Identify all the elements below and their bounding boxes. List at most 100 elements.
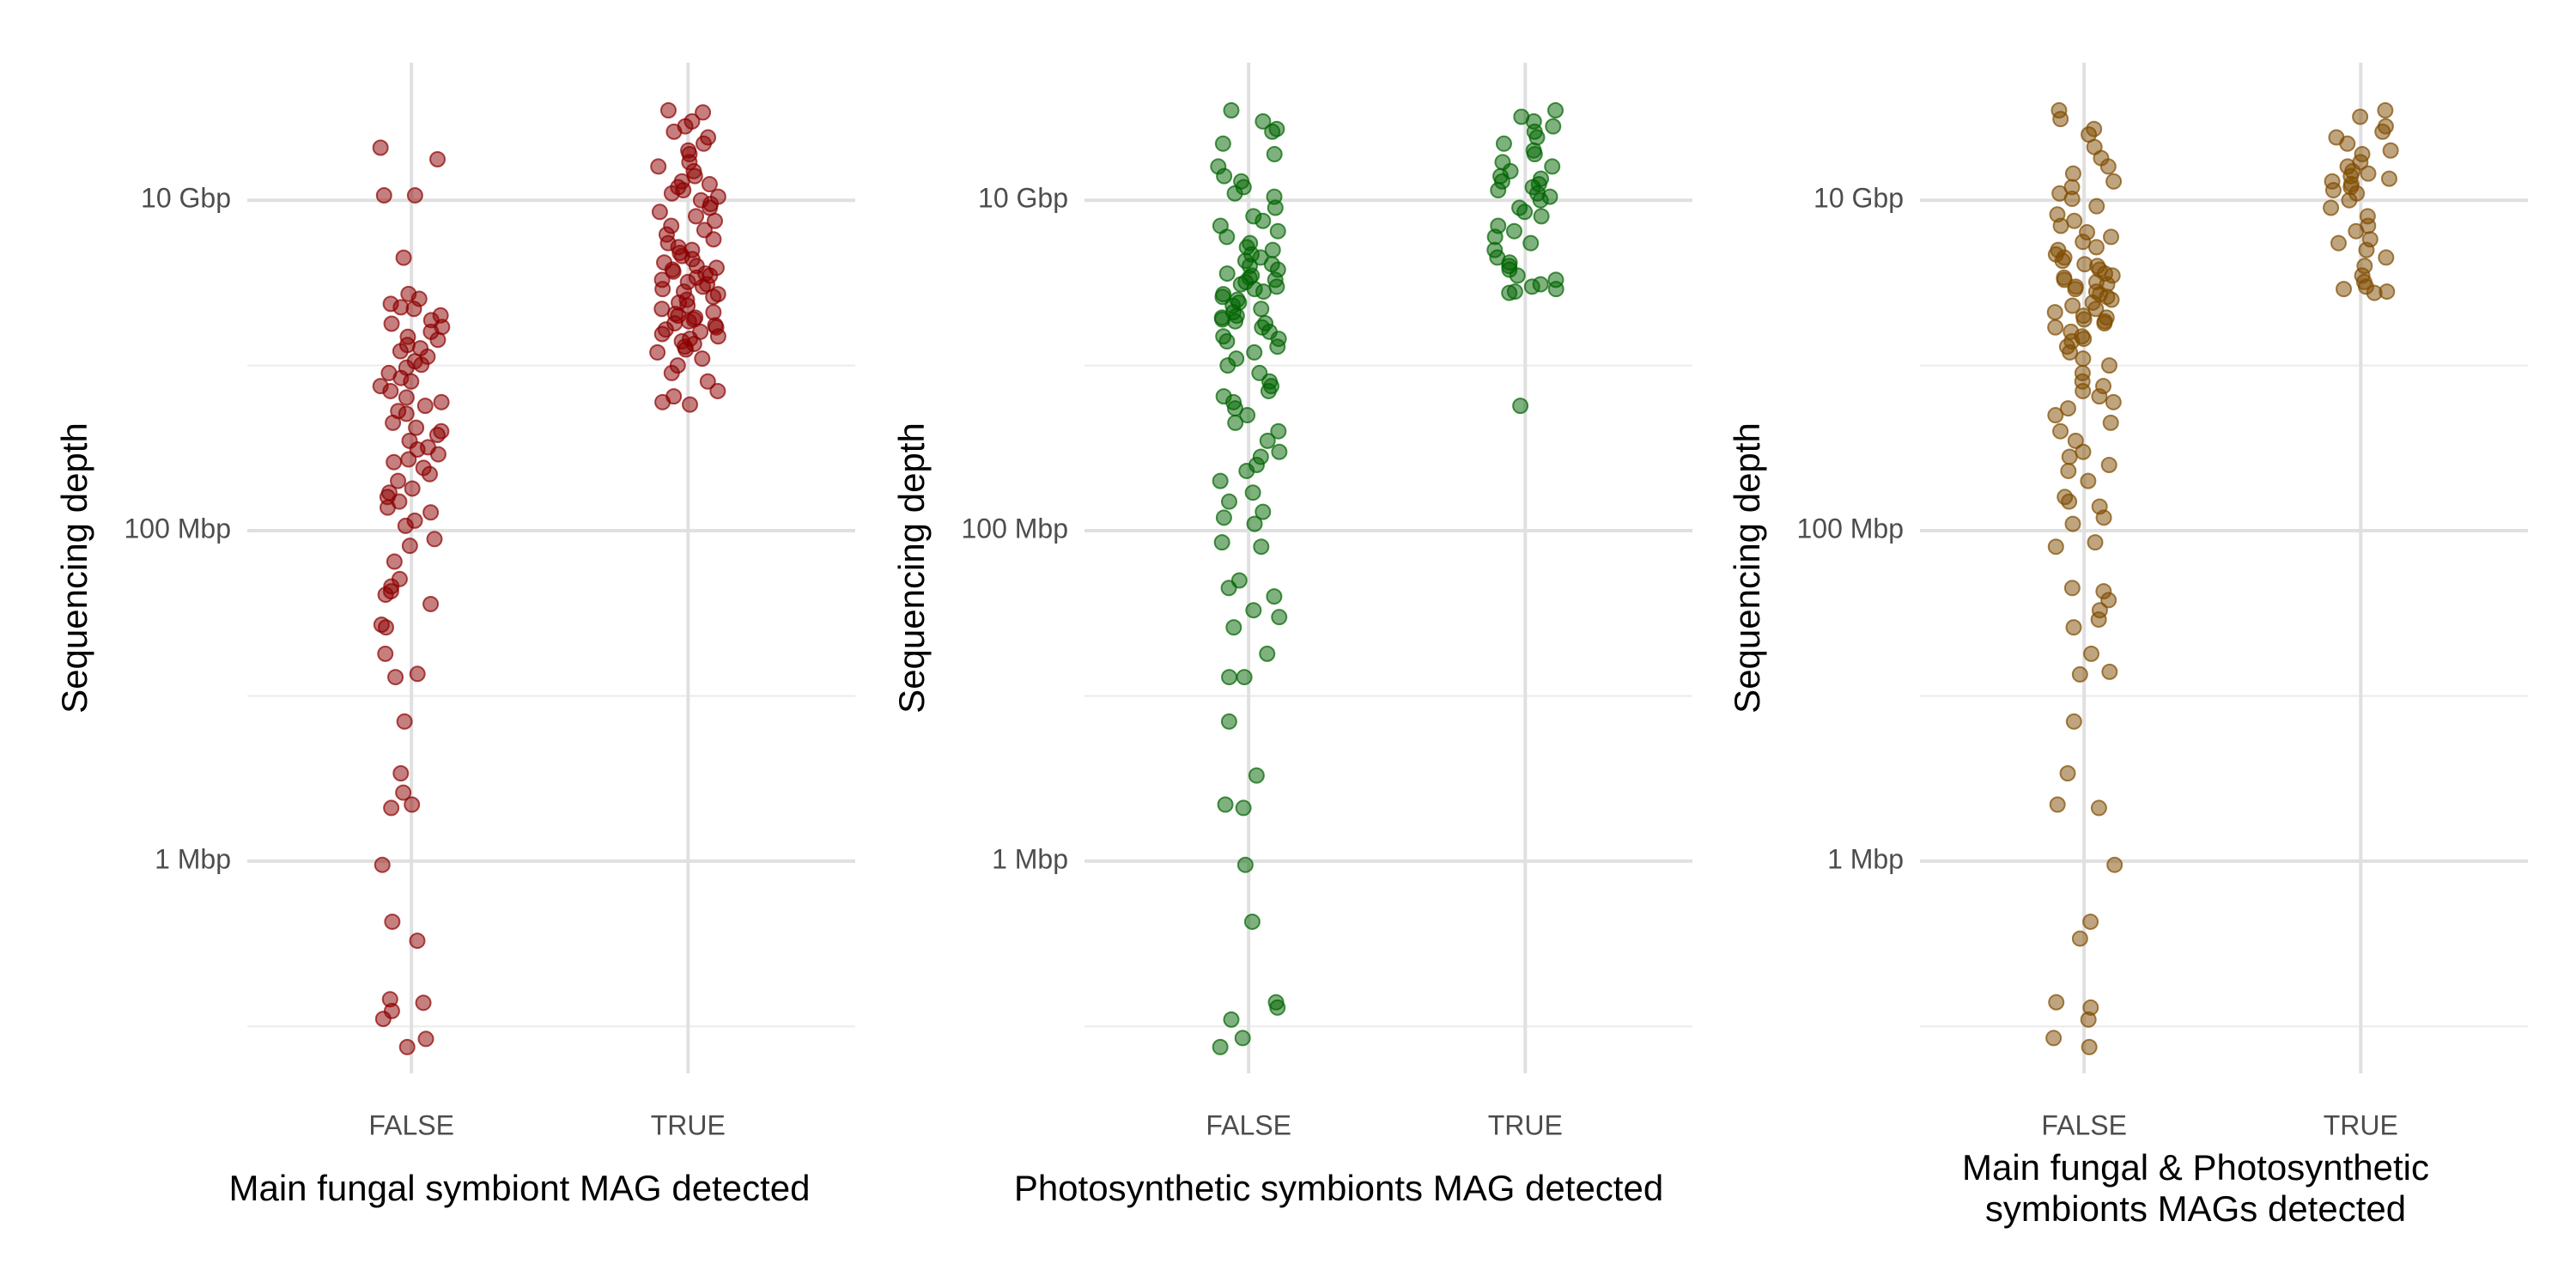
point: [1266, 588, 1283, 605]
point: [1214, 135, 1231, 152]
point: [384, 913, 401, 930]
x-axis-title: symbionts MAGs detected: [1985, 1188, 2406, 1229]
point: [2100, 592, 2117, 609]
point: [1271, 443, 1288, 460]
point: [1215, 509, 1232, 526]
point: [417, 1030, 434, 1048]
point: [1212, 1038, 1229, 1055]
point: [2075, 443, 2092, 460]
point: [422, 504, 440, 521]
point: [398, 1038, 416, 1055]
point: [1221, 669, 1238, 686]
point: [383, 315, 400, 332]
y-tick-label: 100 Mbp: [124, 513, 231, 544]
point: [1544, 158, 1561, 175]
point: [2100, 456, 2117, 473]
point: [1220, 713, 1237, 730]
point: [2065, 713, 2082, 730]
point: [2377, 102, 2394, 119]
point: [1219, 357, 1236, 374]
point: [1216, 167, 1233, 185]
point: [1234, 1030, 1251, 1047]
point: [2052, 422, 2069, 440]
point: [2047, 319, 2064, 336]
point: [2090, 611, 2107, 629]
point: [1490, 182, 1507, 199]
point: [2064, 165, 2081, 182]
point: [2075, 311, 2093, 328]
point: [1220, 580, 1237, 597]
x-tick-label: TRUE: [1488, 1109, 1563, 1140]
y-tick-label: 10 Gbp: [1814, 183, 1904, 214]
y-axis-title: Sequencing depth: [54, 422, 94, 714]
point: [654, 281, 671, 298]
point: [654, 393, 671, 410]
point: [2101, 663, 2118, 680]
point: [2323, 199, 2340, 216]
point: [1259, 645, 1276, 662]
point: [2047, 407, 2064, 424]
point: [663, 364, 680, 381]
point: [2360, 165, 2377, 182]
point: [386, 453, 403, 471]
point: [2083, 645, 2100, 662]
point: [1501, 284, 1518, 301]
point: [2064, 297, 2081, 314]
point: [2324, 182, 2342, 199]
point: [2087, 301, 2105, 318]
point: [1516, 204, 1534, 221]
point: [1223, 102, 1240, 119]
point: [1495, 135, 1512, 152]
point: [653, 325, 671, 343]
point: [2061, 448, 2078, 465]
point: [659, 102, 677, 119]
point: [2046, 304, 2063, 321]
point: [2048, 993, 2065, 1011]
y-tick-label: 10 Gbp: [978, 183, 1068, 214]
point: [2075, 382, 2092, 399]
point: [1269, 999, 1286, 1016]
point: [2358, 241, 2375, 258]
point: [1532, 191, 1549, 209]
point: [2103, 228, 2120, 246]
point: [1253, 538, 1270, 556]
point: [1218, 228, 1236, 246]
point: [1533, 208, 1550, 225]
point: [2348, 222, 2365, 240]
point: [2339, 135, 2356, 152]
point: [1243, 913, 1261, 930]
point: [1526, 146, 1543, 163]
point: [2087, 239, 2105, 256]
point: [2090, 799, 2107, 817]
point: [1212, 472, 1229, 489]
point: [409, 665, 426, 683]
point: [1547, 281, 1564, 298]
point: [2099, 158, 2117, 175]
point: [1236, 856, 1254, 873]
point: [1267, 199, 1284, 216]
point: [385, 414, 402, 431]
point: [694, 278, 711, 295]
point: [2336, 281, 2353, 298]
point: [1255, 112, 1272, 130]
point: [377, 645, 394, 662]
point: [650, 158, 667, 175]
point: [1220, 493, 1237, 510]
point: [2087, 534, 2104, 551]
point: [1266, 146, 1283, 163]
x-tick-label: FALSE: [1206, 1109, 1291, 1140]
x-axis-title: Main fungal & Photosynthetic: [1962, 1147, 2429, 1188]
point: [679, 297, 696, 314]
point: [397, 517, 414, 534]
point: [653, 301, 671, 318]
point: [1509, 267, 1526, 284]
point: [2374, 123, 2391, 140]
point: [2105, 173, 2123, 190]
point: [2380, 170, 2397, 187]
point: [2071, 930, 2088, 947]
point: [2061, 493, 2078, 510]
point: [2075, 234, 2092, 251]
point: [2091, 388, 2108, 405]
point: [2096, 315, 2113, 332]
